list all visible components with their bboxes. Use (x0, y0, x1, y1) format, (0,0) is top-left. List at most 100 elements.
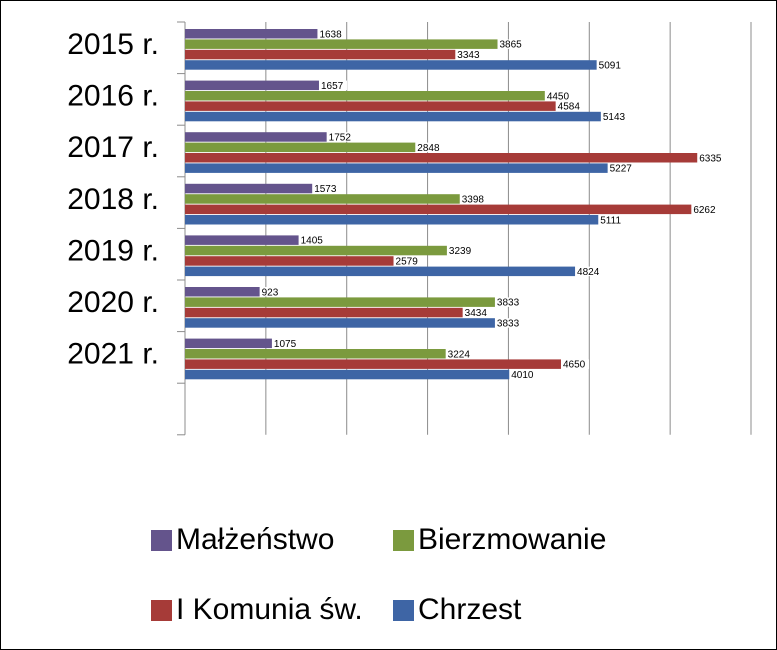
bar (185, 163, 608, 173)
data-label: 1638 (319, 29, 342, 40)
bar (185, 142, 416, 153)
bar (185, 101, 556, 111)
legend-label-bierzmowanie: Bierzmowanie (418, 523, 607, 556)
data-label: 3224 (448, 349, 471, 360)
data-label: 3833 (497, 318, 520, 329)
data-label: 5143 (603, 112, 626, 123)
bar (185, 245, 447, 256)
bar (185, 349, 446, 359)
bar (185, 39, 498, 49)
bar (185, 215, 599, 225)
data-label: 1657 (321, 81, 344, 92)
bar (185, 111, 601, 122)
legend-swatch-chrzest (393, 599, 414, 621)
bar (185, 29, 318, 39)
data-label-bg (597, 60, 625, 70)
category-label: 2020 r. (67, 286, 159, 319)
legend-item-komunia: I Komunia św. (151, 593, 363, 627)
data-label: 923 (262, 287, 279, 298)
data-label: 5227 (610, 164, 633, 175)
bar (185, 204, 692, 215)
bar (185, 287, 260, 297)
data-label-bg (319, 80, 347, 91)
data-label: 2848 (417, 143, 440, 154)
data-label-bg (608, 163, 636, 173)
data-label-bg (460, 194, 488, 204)
legend-swatch-bierzmowanie (393, 529, 414, 551)
bar (185, 359, 561, 369)
bar (185, 297, 495, 307)
data-label: 5091 (599, 60, 622, 71)
data-label: 2579 (396, 256, 419, 267)
data-label: 4650 (563, 360, 586, 371)
data-label-bg (495, 297, 523, 307)
data-label-bg (416, 142, 444, 153)
data-label-bg (272, 338, 300, 349)
data-label-bg (510, 369, 538, 380)
data-label: 6335 (699, 153, 722, 164)
data-label: 4584 (558, 102, 581, 113)
category-label: 2018 r. (67, 183, 159, 216)
legend: Małżeństwo Bierzmowanie I Komunia św. Ch… (151, 523, 651, 643)
data-label-bg (498, 39, 526, 49)
data-label: 5111 (600, 215, 621, 226)
bar (185, 194, 460, 204)
bar (185, 338, 272, 349)
data-label-bg (446, 349, 474, 359)
bar (185, 369, 510, 380)
data-label-bg (318, 29, 346, 39)
bar (185, 80, 319, 91)
data-label-bg (561, 359, 589, 369)
bar (185, 183, 313, 194)
data-label-bg (447, 245, 475, 256)
data-label: 6262 (693, 205, 716, 216)
data-label-bg (463, 307, 491, 318)
data-label-bg (327, 132, 355, 142)
data-label-bg (545, 91, 573, 101)
legend-label-chrzest: Chrzest (418, 593, 522, 626)
category-label: 2015 r. (67, 28, 159, 61)
data-label: 3343 (457, 50, 480, 61)
data-label-bg (260, 287, 282, 297)
legend-item-bierzmowanie: Bierzmowanie (393, 523, 606, 557)
data-label-bg (556, 101, 584, 111)
bar (185, 235, 299, 245)
data-label-bg (394, 256, 422, 266)
category-label: 2016 r. (67, 80, 159, 113)
data-label-bg (692, 204, 720, 215)
bar (185, 266, 576, 277)
data-label: 4824 (577, 267, 600, 278)
data-label-bg (299, 235, 327, 245)
data-label-bg (698, 153, 726, 163)
data-label: 1752 (329, 132, 352, 143)
data-label: 3239 (449, 246, 472, 257)
bar (185, 307, 463, 318)
data-label: 3865 (500, 40, 523, 51)
legend-item-malzenstwo: Małżeństwo (151, 523, 334, 557)
data-label: 1405 (301, 236, 324, 247)
bar (185, 49, 456, 60)
data-label: 3398 (462, 194, 485, 205)
data-label-bg (601, 111, 629, 122)
bar (185, 153, 698, 163)
category-label: 2021 r. (67, 338, 159, 371)
bar (185, 132, 327, 142)
data-label-bg (599, 215, 627, 225)
legend-item-chrzest: Chrzest (393, 593, 521, 627)
bar (185, 318, 495, 328)
category-label: 2017 r. (67, 131, 159, 164)
data-label-bg (495, 318, 523, 328)
legend-swatch-komunia (151, 599, 172, 621)
bar (185, 60, 597, 70)
category-label: 2019 r. (67, 234, 159, 267)
data-label: 3833 (497, 298, 520, 309)
data-label: 4450 (547, 91, 570, 102)
data-label: 1075 (274, 339, 297, 350)
legend-swatch-malzenstwo (151, 529, 172, 551)
bar (185, 91, 545, 101)
data-label-bg (456, 49, 484, 60)
data-label: 4010 (511, 370, 534, 381)
legend-label-komunia: I Komunia św. (176, 593, 363, 626)
